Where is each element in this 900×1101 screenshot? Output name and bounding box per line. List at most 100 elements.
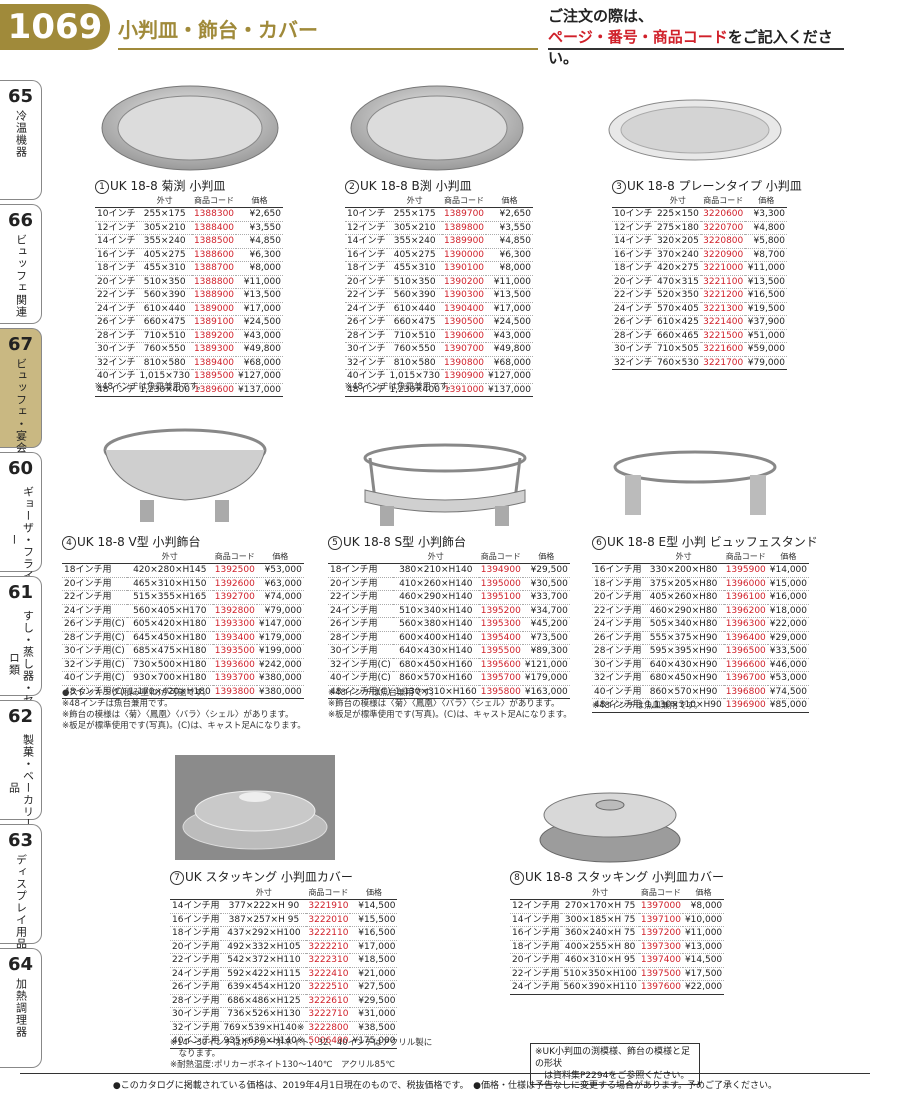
table-row: 26インチ用 560×380×H140 1395300 ¥45,200 xyxy=(328,617,570,632)
spec-table-body: 14インチ用 377×222×H 90 3221910 ¥14,500 16インチ用 38… xyxy=(170,899,398,1049)
table-row: 30インチ 760×550 1390700 ¥49,800 xyxy=(345,342,533,357)
size-cell: 16インチ用 xyxy=(592,563,644,578)
table-row: 24インチ用 505×340×H80 1396300 ¥22,000 xyxy=(592,617,810,632)
price-cell: ¥17,500 xyxy=(682,967,725,981)
table-row: 20インチ 510×350 1388800 ¥11,000 xyxy=(95,275,283,289)
dimension-cell: 510×350×H100 xyxy=(561,967,639,981)
product-title-5: 5 UK 18-8 S型 小判飾台 xyxy=(328,533,466,550)
size-cell: 30インチ用(C) xyxy=(62,644,127,659)
price-header: 価格 xyxy=(350,886,398,900)
note-line: ※板足が標準使用です(写真)。(C)は、キャスト足Aになります。 xyxy=(328,710,572,720)
dimension-cell: 492×332×H105 xyxy=(221,940,307,954)
size-cell: 16インチ xyxy=(612,248,655,262)
code-cell: 1389900 xyxy=(441,234,487,249)
reference-note-line2: は資料集P2294をご参照ください。 xyxy=(535,1071,690,1081)
table-row: 16インチ用 387×257×H 95 3222010 ¥15,500 xyxy=(170,913,398,927)
chapter-tab-67[interactable]: 67 ビュッフェ・宴会 xyxy=(0,328,42,454)
dimension-header: 外寸 xyxy=(561,886,639,900)
code-cell: 3222110 xyxy=(306,926,351,941)
table-row: 18インチ用 400×255×H 80 1397300 ¥13,000 xyxy=(510,940,725,954)
size-cell: 14インチ用 xyxy=(170,899,222,914)
code-cell: 3221200 xyxy=(701,288,746,303)
table-row: 14インチ 355×240 1388500 ¥4,850 xyxy=(95,234,283,249)
code-cell: 3222010 xyxy=(306,913,351,927)
chapter-number: 61 xyxy=(7,582,34,603)
code-cell: 3222710 xyxy=(306,1007,351,1022)
chapter-tab-66[interactable]: 66 ビュッフェ関連 xyxy=(0,204,42,324)
oval-platter-kikubuchi-image xyxy=(101,85,279,171)
table-row: 14インチ用 300×185×H 75 1397100 ¥10,000 xyxy=(510,913,725,927)
chapter-tab-64[interactable]: 64 加熱調理器 xyxy=(0,948,42,1068)
page-number: 1069 xyxy=(0,4,110,50)
product-title-3: 3 UK 18-8 プレーンタイプ 小判皿 xyxy=(612,177,802,194)
item-number-badge: 4 xyxy=(62,536,76,550)
price-cell: ¥24,500 xyxy=(236,315,283,330)
dimension-cell: 1,230×400 xyxy=(137,383,192,397)
order-note-tail: をご記入ください。 xyxy=(548,28,833,67)
code-cell: 1388500 xyxy=(191,234,237,249)
size-cell: 26インチ用 xyxy=(592,631,644,645)
price-cell: ¥8,000 xyxy=(236,261,283,276)
size-header xyxy=(328,550,393,564)
order-note-line2: ページ・番号・商品コードをご記入ください。 xyxy=(548,27,844,69)
table-header-row: 外寸 商品コード 価格 xyxy=(612,194,787,208)
table-header-row: 外寸 商品コード 価格 xyxy=(345,194,533,208)
chapter-tab-63[interactable]: 63 ディスプレイ用品 xyxy=(0,824,42,950)
chapter-tab-62[interactable]: 62 製菓・ベーカリー用品 xyxy=(0,700,42,842)
table-row: 22インチ用 460×290×H140 1395100 ¥33,700 xyxy=(328,590,570,605)
table-row: 14インチ用 377×222×H 90 3221910 ¥14,500 xyxy=(170,899,398,914)
item-number-badge: 7 xyxy=(170,871,184,885)
price-cell: ¥51,000 xyxy=(745,329,787,343)
dimension-cell: 760×550 xyxy=(137,342,192,357)
price-cell: ¥179,000 xyxy=(256,631,304,645)
size-cell: 22インチ用 xyxy=(328,590,393,605)
code-cell: 1389600 xyxy=(191,383,237,397)
item-number-badge: 6 xyxy=(592,536,606,550)
price-cell: ¥4,800 xyxy=(745,221,787,235)
price-cell: ¥3,550 xyxy=(236,221,283,235)
notes-7: ※14〜30インチはポリカーボネイト、32、40インチはアクリル製に なります。… xyxy=(170,1038,432,1071)
size-header xyxy=(170,886,222,900)
code-cell: 3220700 xyxy=(701,221,746,235)
table-row: 20インチ用 405×260×H80 1396100 ¥16,000 xyxy=(592,590,810,605)
chapter-label: ビュッフェ関連 xyxy=(14,234,28,318)
table-row: 32インチ用(C) 680×450×H160 1395600 ¥121,000 xyxy=(328,658,570,672)
size-cell: 14インチ用 xyxy=(510,913,562,927)
dimension-cell: 680×450×H90 xyxy=(643,671,724,686)
code-cell: 1393600 xyxy=(212,658,257,672)
table-row: 40インチ 1,015×730 1389500 ¥127,000 xyxy=(95,369,283,384)
size-cell: 40インチ xyxy=(95,369,138,384)
code-cell: 1395400 xyxy=(478,631,523,645)
table-header-row: 外寸 商品コード 価格 xyxy=(95,194,283,208)
price-cell: ¥13,500 xyxy=(486,288,533,303)
size-cell: 30インチ用 xyxy=(328,644,393,659)
price-cell: ¥242,000 xyxy=(256,658,304,672)
chapter-tab-65[interactable]: 65 冷温機器 xyxy=(0,80,42,200)
table-row: 12インチ 305×210 1389800 ¥3,550 xyxy=(345,221,533,235)
table-row: 12インチ 305×210 1388400 ¥3,550 xyxy=(95,221,283,235)
table-header-row: 外寸 商品コード 価格 xyxy=(328,550,570,564)
code-cell: 1396200 xyxy=(723,604,768,618)
price-cell: ¥27,500 xyxy=(350,980,398,995)
size-cell: 40インチ用(C) xyxy=(62,671,127,686)
chapter-tab-61[interactable]: 61 すし・蒸し器・セイロ類 xyxy=(0,576,42,718)
price-cell: ¥17,000 xyxy=(486,302,533,316)
table-row: 18インチ用 437×292×H100 3222110 ¥16,500 xyxy=(170,926,398,941)
size-cell: 48インチ xyxy=(345,383,388,397)
chapter-tab-60[interactable]: 60 ギョーザ・フライヤー xyxy=(0,452,42,594)
size-cell: 16インチ用 xyxy=(510,926,562,941)
price-cell: ¥19,500 xyxy=(745,302,787,316)
table-row: 40インチ用 935×680×H140※ 5006400 ¥175,000 xyxy=(170,1034,398,1049)
code-cell: 1393300 xyxy=(212,617,257,632)
dimension-cell: 520×350 xyxy=(654,288,702,303)
dimension-cell: 505×340×H80 xyxy=(643,617,724,632)
dimension-cell: 377×222×H 90 xyxy=(221,899,307,914)
size-cell: 14インチ xyxy=(95,234,138,249)
price-cell: ¥79,000 xyxy=(256,604,304,618)
code-cell: 3222510 xyxy=(306,980,351,995)
price-cell: ¥21,000 xyxy=(350,967,398,981)
price-header: 価格 xyxy=(522,550,570,564)
size-cell: 28インチ用 xyxy=(170,994,222,1008)
product-name: UK 18-8 E型 小判 ビュッフェスタンド xyxy=(607,535,818,549)
item-number-badge: 8 xyxy=(510,871,524,885)
